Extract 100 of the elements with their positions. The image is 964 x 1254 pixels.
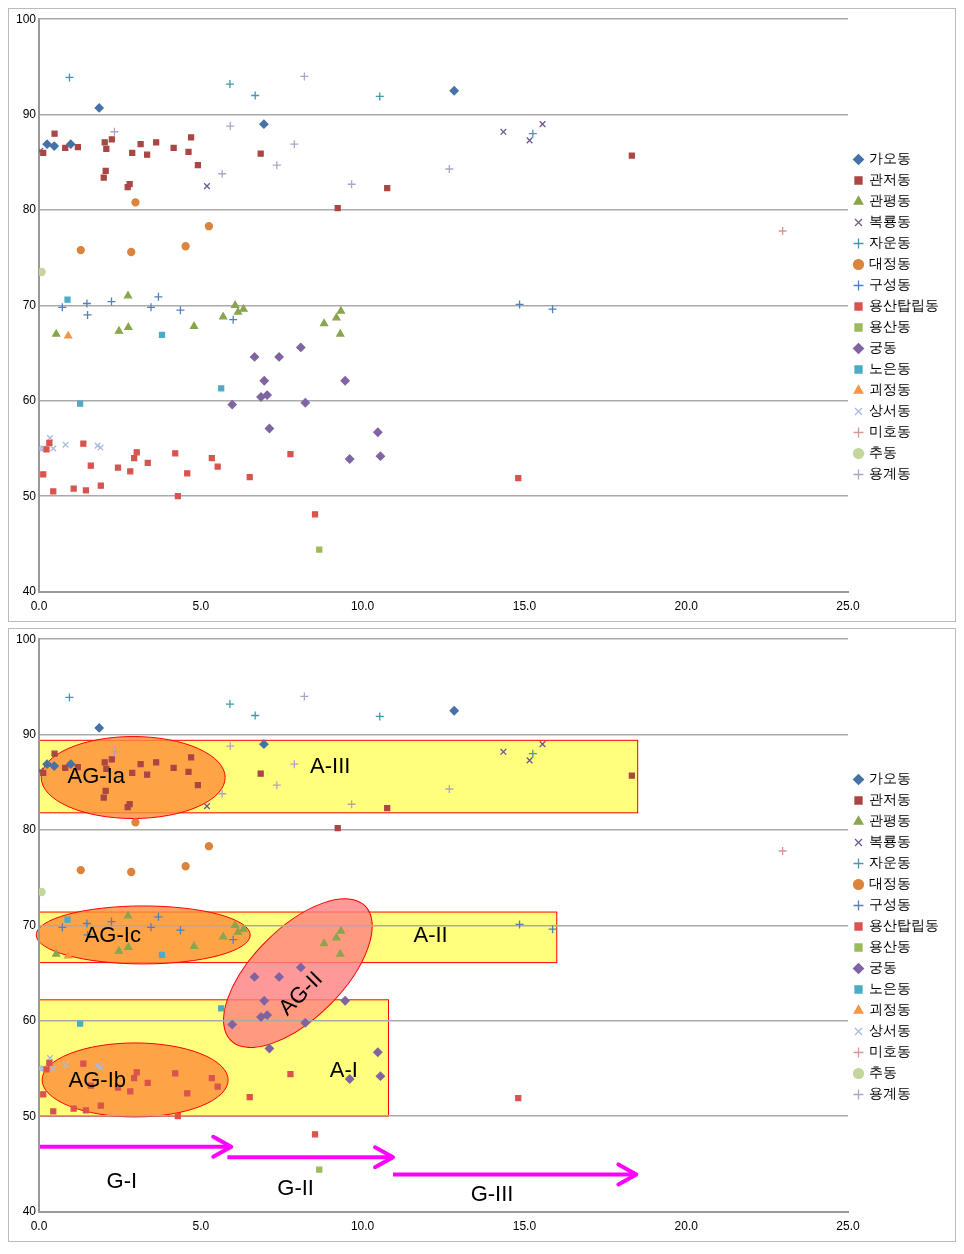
legend-label: 궁동 [869,959,897,976]
point [137,761,144,768]
point [499,128,507,136]
point [262,1010,272,1020]
point [129,769,136,776]
point [131,1074,138,1082]
point [62,441,70,449]
point [246,474,253,481]
point [219,312,228,320]
point [82,1107,90,1114]
legend-label: 관평동 [869,812,911,829]
legend-label: 미호동 [869,1043,911,1060]
point [158,951,166,959]
point [334,824,341,832]
x-tick-label: 0.0 [30,599,48,614]
point [108,136,115,143]
legend-label: 용계동 [869,465,911,482]
y-tick-label: 70 [22,297,37,312]
point [272,780,282,790]
point [131,454,138,462]
legend-label: 상서동 [869,1022,911,1039]
point [52,329,61,337]
y-tick-label: 90 [22,106,37,121]
point [257,150,264,157]
point [208,1074,215,1082]
annotation: A-I [329,1057,358,1083]
point [187,134,195,141]
point [82,310,93,320]
annotation: A-III [310,753,351,779]
legend-label: 관평동 [869,192,911,209]
point [336,329,345,337]
legend-label: 대정동 [869,875,911,892]
point [46,1059,53,1066]
point [70,485,77,492]
point [127,1088,134,1095]
point [311,511,319,518]
legend-label: 가오동 [869,150,911,167]
point [64,916,71,923]
legend-label: 노은동 [869,980,911,997]
point [127,247,136,257]
point [46,439,53,446]
annotation: G-II [277,1174,314,1200]
point [80,1060,87,1067]
annotation: AG-Ia [67,762,126,788]
legend-label: 용산탑립동 [869,917,939,934]
point [189,941,199,950]
point [102,167,109,175]
point [262,390,272,400]
point [231,920,240,929]
legend-label: 자운동 [869,854,911,871]
x-tick-label: 10.0 [350,599,375,614]
point [539,740,547,748]
point [204,842,214,851]
point [218,385,225,392]
point [70,1105,77,1112]
point [42,139,52,149]
point [203,802,211,810]
point [628,772,635,779]
point [170,764,177,772]
point [131,818,140,827]
legend-label: 추동 [869,1064,897,1081]
y-tick-label: 80 [22,822,37,837]
point [218,1005,225,1012]
point [194,162,202,169]
legend-label: 대정동 [869,255,911,272]
point [146,302,156,312]
point [62,1061,70,1069]
point [101,759,108,766]
point [332,933,341,941]
legend-label: 궁동 [869,339,897,356]
x-tick-label: 25.0 [836,599,860,614]
x-tick-label: 5.0 [192,1219,210,1234]
point [185,768,192,775]
point [131,198,140,207]
legend-label: 용산탑립동 [869,297,939,314]
point [249,972,260,982]
point [153,139,160,146]
point [144,1079,151,1086]
point [49,445,57,452]
point [449,706,459,716]
point [40,1091,47,1098]
point [777,226,788,236]
point [316,546,323,553]
legend-label: 관저동 [869,791,911,808]
point [181,862,190,871]
point [102,787,109,795]
point [249,352,260,362]
legend-label: 노은동 [869,360,911,377]
point [40,471,47,478]
legend-label: 자운동 [869,234,911,251]
point [499,748,507,756]
point [187,754,195,761]
point [127,468,134,475]
point [76,1020,84,1027]
x-tick-label: 20.0 [674,1219,699,1234]
point [384,804,391,812]
point [103,145,110,153]
point [52,949,61,957]
y-tick-label: 80 [22,202,37,217]
y-tick-label: 100 [15,11,37,26]
